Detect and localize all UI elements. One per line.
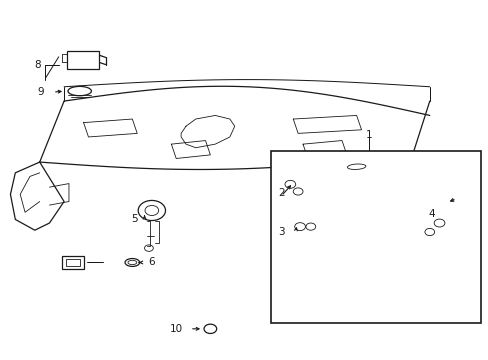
Bar xyxy=(66,259,80,266)
Text: 9: 9 xyxy=(37,87,44,97)
Text: 10: 10 xyxy=(169,324,183,334)
Text: 6: 6 xyxy=(148,257,155,267)
Text: 5: 5 xyxy=(131,215,138,224)
Text: 8: 8 xyxy=(34,60,41,70)
Bar xyxy=(271,151,480,323)
Bar xyxy=(62,256,83,269)
Text: 3: 3 xyxy=(277,227,284,237)
Text: 4: 4 xyxy=(428,209,435,219)
Text: 2: 2 xyxy=(277,188,284,198)
Bar xyxy=(67,51,99,69)
Text: 7: 7 xyxy=(73,257,80,267)
Text: 1: 1 xyxy=(365,130,371,140)
